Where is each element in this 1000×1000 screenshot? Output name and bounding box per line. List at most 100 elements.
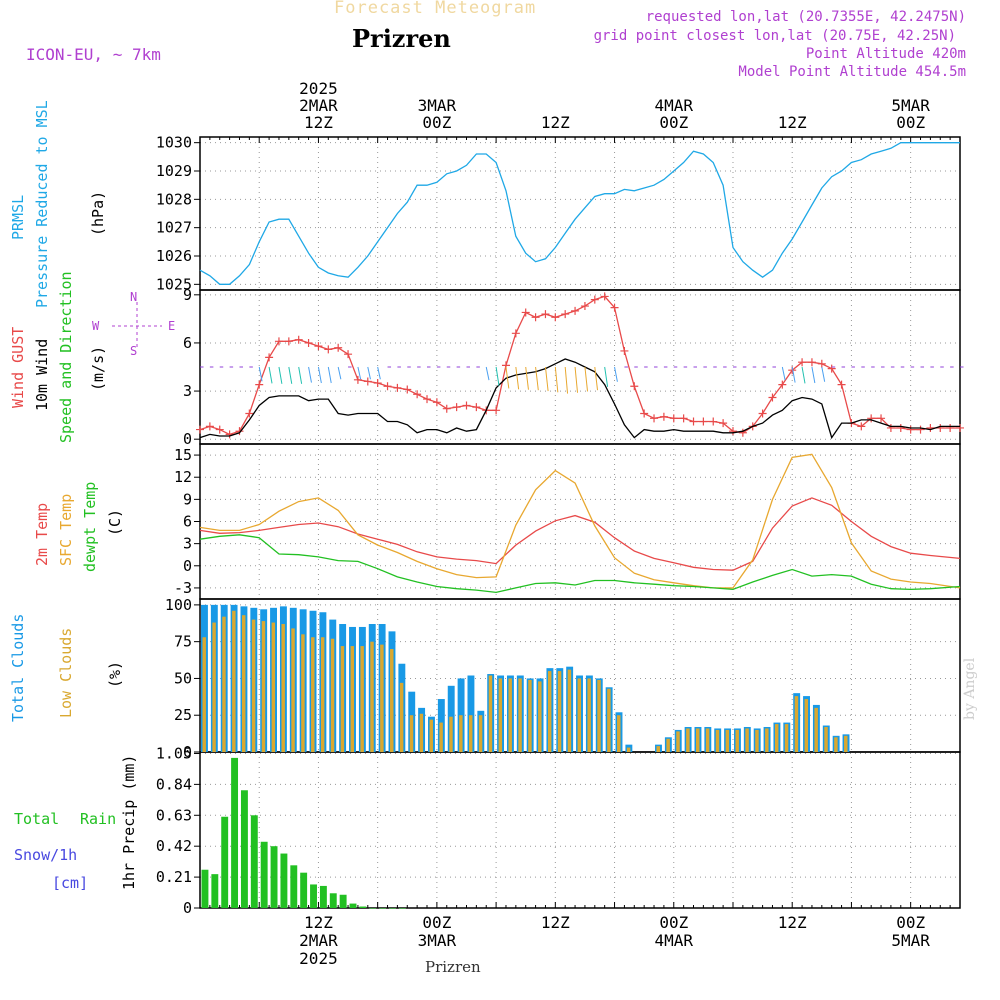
y-tick-label: 6 <box>183 513 192 531</box>
wind-direction-arrow <box>811 366 816 384</box>
temp-sfc-line <box>199 453 961 589</box>
low-cloud-bar <box>538 681 542 752</box>
gust-marker <box>284 337 293 346</box>
gust-marker <box>255 380 264 389</box>
gust-marker <box>659 412 668 421</box>
gust-marker <box>768 393 777 402</box>
low-cloud-bar <box>755 729 759 752</box>
rain-bar <box>270 846 278 908</box>
rain-bar <box>359 906 367 908</box>
bottom-time-label: 4MAR <box>655 931 694 950</box>
gust-marker <box>728 427 737 436</box>
compass-n: N <box>130 290 138 304</box>
wind-direction-arrow <box>584 366 589 392</box>
rain-bar <box>221 816 229 908</box>
rain-bar <box>290 865 298 908</box>
low-cloud-bar <box>330 638 335 752</box>
point-altitude: Point Altitude 420m <box>805 46 966 62</box>
rain-bar <box>389 908 396 909</box>
low-cloud-bar <box>488 675 493 752</box>
low-cloud-bar <box>528 679 532 752</box>
low-cloud-bar <box>271 622 276 752</box>
low-cloud-bar <box>626 747 631 752</box>
wind-direction-arrow <box>801 366 806 384</box>
y-tick-label: -3 <box>174 579 192 597</box>
low-cloud-bar <box>607 688 611 752</box>
compass-w: W <box>92 319 100 333</box>
gust-marker <box>590 295 599 304</box>
gust-marker <box>877 414 886 423</box>
low-cloud-bar <box>498 678 503 752</box>
gust-marker <box>758 409 767 418</box>
low-cloud-bar <box>350 646 355 752</box>
low-cloud-bar <box>725 729 730 752</box>
y-tick-label: 3 <box>183 535 192 553</box>
wind-direction-arrow <box>268 366 273 384</box>
gust-marker <box>324 345 333 354</box>
low-cloud-bar <box>251 619 256 752</box>
wind-direction-arrow <box>515 366 520 390</box>
rain-bar <box>349 903 357 908</box>
gust-marker <box>916 425 925 434</box>
gust-marker <box>344 350 353 359</box>
bottom-time-label: 2025 <box>299 949 338 968</box>
gust-marker <box>363 377 372 386</box>
panel-frame-wind <box>199 289 961 445</box>
rain-bar <box>369 908 377 909</box>
gridpoint-coords: grid point closest lon,lat (20.75E, 42.2… <box>593 28 956 44</box>
low-cloud-bar <box>232 610 236 752</box>
compass-cross <box>112 302 162 348</box>
wind-direction-arrow <box>308 366 312 383</box>
wind-direction-arrow <box>258 366 263 382</box>
rain-bar <box>260 841 268 908</box>
low-cloud-bar <box>429 719 433 752</box>
compass-s: S <box>130 344 138 358</box>
gust-marker <box>413 390 422 399</box>
wind-direction-arrow <box>495 366 500 386</box>
rain-bar <box>398 908 406 909</box>
low-cloud-bar <box>547 671 552 752</box>
bottom-time-label: 2MAR <box>299 931 338 950</box>
low-cloud-bar <box>844 735 848 752</box>
low-cloud-bar <box>597 679 601 752</box>
low-cloud-bar <box>508 678 512 752</box>
gust-marker <box>521 308 530 317</box>
low-cloud-bar <box>587 678 591 752</box>
low-cloud-bar <box>735 729 739 752</box>
prmsl-line <box>199 142 960 285</box>
gust-marker <box>936 423 945 432</box>
low-cloud-bar <box>824 726 828 752</box>
gust-marker <box>383 382 392 391</box>
y-tick-label: 0.21 <box>156 868 192 886</box>
low-cloud-bar <box>202 637 206 752</box>
gust-marker <box>807 358 816 367</box>
gust-marker <box>946 423 955 432</box>
low-cloud-bar <box>765 728 769 752</box>
bottom-time-label: 00Z <box>422 913 451 932</box>
bottom-time-label: 3MAR <box>418 931 457 950</box>
low-cloud-bar <box>666 738 670 752</box>
low-cloud-bar <box>715 729 720 752</box>
gust-marker <box>817 359 826 368</box>
location-title: Prizren <box>352 24 451 53</box>
low-cloud-bar <box>261 621 266 752</box>
wind-direction-arrow <box>535 366 539 391</box>
wind-direction-arrow <box>821 366 826 382</box>
requested-coords: requested lon,lat (20.7355E, 42.2475N) <box>645 9 966 25</box>
gust-marker <box>580 302 589 311</box>
wind-direction-arrow <box>357 366 362 380</box>
gust-marker <box>274 337 283 346</box>
y-tick-label: 12 <box>174 468 192 486</box>
low-cloud-bar <box>459 715 463 752</box>
y-tick-label: 1026 <box>156 247 192 265</box>
low-cloud-bar <box>567 669 572 752</box>
low-cloud-bar <box>360 646 364 752</box>
footer-location: Prizren <box>425 958 481 976</box>
low-cloud-bar <box>577 678 582 752</box>
gust-marker <box>620 346 629 355</box>
top-time-label: 2025 <box>299 79 338 98</box>
top-time-label: 00Z <box>659 113 688 132</box>
rain-bar <box>300 872 308 908</box>
gust-line <box>199 295 960 436</box>
bottom-time-label: 00Z <box>659 913 688 932</box>
